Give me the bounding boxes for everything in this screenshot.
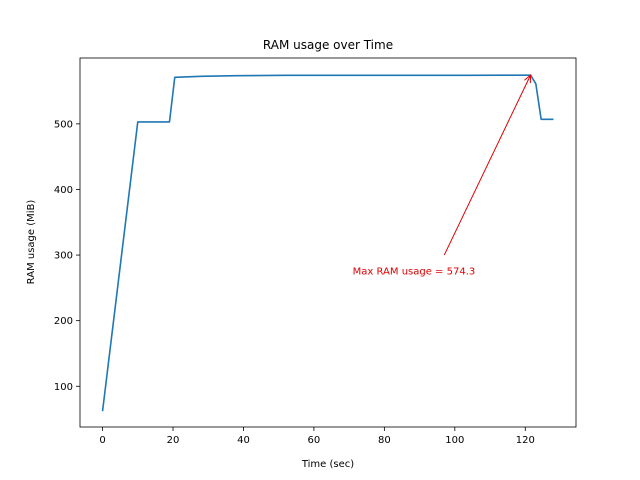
series-line-0 [101,74,554,412]
y-tick-label: 300 [54,251,73,262]
plot-content [101,74,554,412]
annotation-arrow-line [443,74,532,256]
x-tick-label: 120 [516,435,535,446]
x-tick-label: 0 [99,435,105,446]
y-tick-label: 500 [54,119,73,130]
plot-frame [79,57,577,428]
annotation-layer: Max RAM usage = 574.3 [353,74,532,278]
x-tick-label: 20 [167,435,180,446]
chart-title: RAM usage over Time [263,38,393,52]
x-tick-label: 40 [237,435,250,446]
y-axis-ticks: 100 200 300 400 500 [54,119,80,393]
y-tick-label: 200 [54,316,73,327]
x-tick-label: 80 [378,435,391,446]
annotation-label: Max RAM usage = 574.3 [353,267,476,278]
x-tick-label: 100 [445,435,464,446]
y-tick-label: 100 [54,382,73,393]
y-tick-label: 400 [54,185,73,196]
x-tick-label: 60 [308,435,321,446]
annotation-arrow-head [524,74,532,84]
y-axis-label: RAM usage (MiB) [26,200,37,285]
x-axis-ticks: 0 20 40 60 80 100 120 [99,427,535,446]
x-axis-label: Time (sec) [301,459,354,470]
